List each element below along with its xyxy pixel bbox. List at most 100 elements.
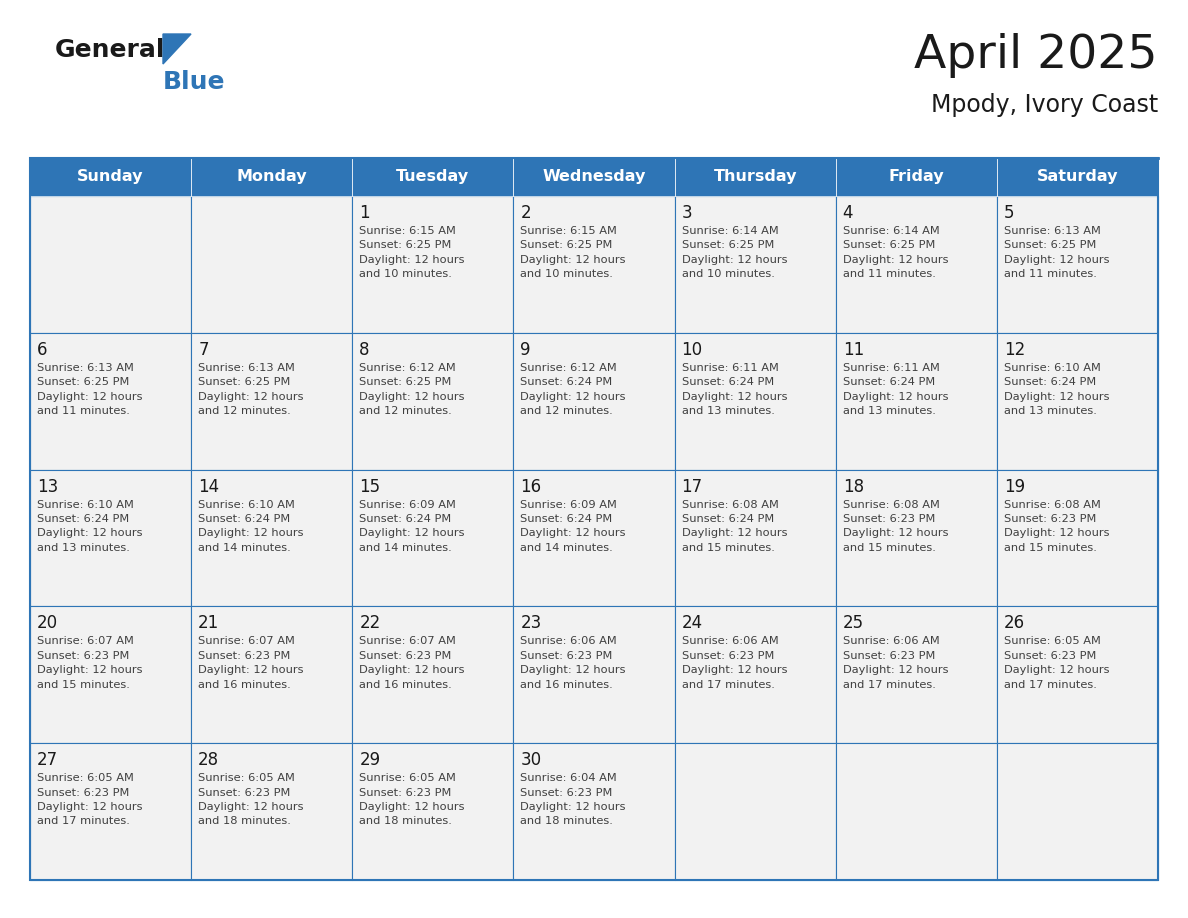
Text: Sunrise: 6:04 AM
Sunset: 6:23 PM
Daylight: 12 hours
and 18 minutes.: Sunrise: 6:04 AM Sunset: 6:23 PM Dayligh… (520, 773, 626, 826)
Text: 28: 28 (198, 751, 220, 769)
Text: Sunrise: 6:05 AM
Sunset: 6:23 PM
Daylight: 12 hours
and 18 minutes.: Sunrise: 6:05 AM Sunset: 6:23 PM Dayligh… (198, 773, 304, 826)
Text: Sunrise: 6:14 AM
Sunset: 6:25 PM
Daylight: 12 hours
and 10 minutes.: Sunrise: 6:14 AM Sunset: 6:25 PM Dayligh… (682, 226, 788, 279)
Bar (30, 470, 191, 607)
Text: Sunrise: 6:11 AM
Sunset: 6:24 PM
Daylight: 12 hours
and 13 minutes.: Sunrise: 6:11 AM Sunset: 6:24 PM Dayligh… (842, 363, 948, 416)
Text: General: General (55, 38, 165, 62)
Bar (353, 196, 513, 333)
Text: Wednesday: Wednesday (542, 170, 646, 185)
Bar (513, 607, 675, 744)
Bar (675, 470, 835, 607)
Text: 2: 2 (520, 204, 531, 222)
Bar (191, 470, 353, 607)
Bar (835, 607, 997, 744)
Text: Sunrise: 6:15 AM
Sunset: 6:25 PM
Daylight: 12 hours
and 10 minutes.: Sunrise: 6:15 AM Sunset: 6:25 PM Dayligh… (520, 226, 626, 279)
Text: Sunrise: 6:13 AM
Sunset: 6:25 PM
Daylight: 12 hours
and 11 minutes.: Sunrise: 6:13 AM Sunset: 6:25 PM Dayligh… (1004, 226, 1110, 279)
Bar (191, 744, 353, 880)
Text: 19: 19 (1004, 477, 1025, 496)
Bar (997, 470, 1158, 607)
Text: 30: 30 (520, 751, 542, 769)
Text: 9: 9 (520, 341, 531, 359)
Bar (513, 744, 675, 880)
Text: 7: 7 (198, 341, 209, 359)
Text: 22: 22 (359, 614, 380, 633)
Bar (353, 333, 513, 470)
Bar (835, 333, 997, 470)
Text: Sunrise: 6:07 AM
Sunset: 6:23 PM
Daylight: 12 hours
and 16 minutes.: Sunrise: 6:07 AM Sunset: 6:23 PM Dayligh… (198, 636, 304, 689)
Text: Sunrise: 6:11 AM
Sunset: 6:24 PM
Daylight: 12 hours
and 13 minutes.: Sunrise: 6:11 AM Sunset: 6:24 PM Dayligh… (682, 363, 788, 416)
Text: Sunrise: 6:06 AM
Sunset: 6:23 PM
Daylight: 12 hours
and 16 minutes.: Sunrise: 6:06 AM Sunset: 6:23 PM Dayligh… (520, 636, 626, 689)
Text: 3: 3 (682, 204, 693, 222)
Text: Blue: Blue (163, 70, 226, 94)
Text: Sunrise: 6:15 AM
Sunset: 6:25 PM
Daylight: 12 hours
and 10 minutes.: Sunrise: 6:15 AM Sunset: 6:25 PM Dayligh… (359, 226, 465, 279)
Text: Sunrise: 6:13 AM
Sunset: 6:25 PM
Daylight: 12 hours
and 12 minutes.: Sunrise: 6:13 AM Sunset: 6:25 PM Dayligh… (198, 363, 304, 416)
Text: Sunrise: 6:05 AM
Sunset: 6:23 PM
Daylight: 12 hours
and 17 minutes.: Sunrise: 6:05 AM Sunset: 6:23 PM Dayligh… (1004, 636, 1110, 689)
Bar (191, 196, 353, 333)
Text: Sunrise: 6:05 AM
Sunset: 6:23 PM
Daylight: 12 hours
and 17 minutes.: Sunrise: 6:05 AM Sunset: 6:23 PM Dayligh… (37, 773, 143, 826)
Text: Monday: Monday (236, 170, 307, 185)
Text: Sunrise: 6:10 AM
Sunset: 6:24 PM
Daylight: 12 hours
and 13 minutes.: Sunrise: 6:10 AM Sunset: 6:24 PM Dayligh… (1004, 363, 1110, 416)
Bar (30, 607, 191, 744)
Bar (513, 470, 675, 607)
Text: 6: 6 (37, 341, 48, 359)
Text: 16: 16 (520, 477, 542, 496)
Text: Mpody, Ivory Coast: Mpody, Ivory Coast (930, 93, 1158, 117)
Text: Tuesday: Tuesday (397, 170, 469, 185)
Text: Sunrise: 6:10 AM
Sunset: 6:24 PM
Daylight: 12 hours
and 13 minutes.: Sunrise: 6:10 AM Sunset: 6:24 PM Dayligh… (37, 499, 143, 553)
Bar (353, 607, 513, 744)
Text: 10: 10 (682, 341, 702, 359)
Bar (30, 158, 191, 196)
Text: 4: 4 (842, 204, 853, 222)
Text: Saturday: Saturday (1037, 170, 1118, 185)
Bar (835, 744, 997, 880)
Bar (997, 158, 1158, 196)
Text: Sunrise: 6:07 AM
Sunset: 6:23 PM
Daylight: 12 hours
and 16 minutes.: Sunrise: 6:07 AM Sunset: 6:23 PM Dayligh… (359, 636, 465, 689)
Text: Sunrise: 6:06 AM
Sunset: 6:23 PM
Daylight: 12 hours
and 17 minutes.: Sunrise: 6:06 AM Sunset: 6:23 PM Dayligh… (682, 636, 788, 689)
Text: 17: 17 (682, 477, 702, 496)
Bar (513, 196, 675, 333)
Text: Sunrise: 6:09 AM
Sunset: 6:24 PM
Daylight: 12 hours
and 14 minutes.: Sunrise: 6:09 AM Sunset: 6:24 PM Dayligh… (359, 499, 465, 553)
Bar (997, 607, 1158, 744)
Bar (835, 158, 997, 196)
Bar (675, 607, 835, 744)
Text: 27: 27 (37, 751, 58, 769)
Text: April 2025: April 2025 (915, 32, 1158, 77)
Bar (513, 158, 675, 196)
Text: 15: 15 (359, 477, 380, 496)
Text: 23: 23 (520, 614, 542, 633)
Bar (353, 470, 513, 607)
Text: Sunrise: 6:06 AM
Sunset: 6:23 PM
Daylight: 12 hours
and 17 minutes.: Sunrise: 6:06 AM Sunset: 6:23 PM Dayligh… (842, 636, 948, 689)
Bar (997, 196, 1158, 333)
Text: Sunday: Sunday (77, 170, 144, 185)
Text: 21: 21 (198, 614, 220, 633)
Bar (513, 333, 675, 470)
Bar (997, 744, 1158, 880)
Text: Friday: Friday (889, 170, 944, 185)
Bar (675, 196, 835, 333)
Bar (191, 158, 353, 196)
Text: Sunrise: 6:12 AM
Sunset: 6:25 PM
Daylight: 12 hours
and 12 minutes.: Sunrise: 6:12 AM Sunset: 6:25 PM Dayligh… (359, 363, 465, 416)
Bar (675, 744, 835, 880)
Text: 12: 12 (1004, 341, 1025, 359)
Text: 25: 25 (842, 614, 864, 633)
Text: 24: 24 (682, 614, 702, 633)
Text: Sunrise: 6:08 AM
Sunset: 6:24 PM
Daylight: 12 hours
and 15 minutes.: Sunrise: 6:08 AM Sunset: 6:24 PM Dayligh… (682, 499, 788, 553)
Bar (675, 158, 835, 196)
Bar (30, 744, 191, 880)
Text: Sunrise: 6:08 AM
Sunset: 6:23 PM
Daylight: 12 hours
and 15 minutes.: Sunrise: 6:08 AM Sunset: 6:23 PM Dayligh… (842, 499, 948, 553)
Text: 11: 11 (842, 341, 864, 359)
Text: 29: 29 (359, 751, 380, 769)
Bar (353, 158, 513, 196)
Text: Sunrise: 6:14 AM
Sunset: 6:25 PM
Daylight: 12 hours
and 11 minutes.: Sunrise: 6:14 AM Sunset: 6:25 PM Dayligh… (842, 226, 948, 279)
Text: 20: 20 (37, 614, 58, 633)
Text: 18: 18 (842, 477, 864, 496)
Text: Sunrise: 6:09 AM
Sunset: 6:24 PM
Daylight: 12 hours
and 14 minutes.: Sunrise: 6:09 AM Sunset: 6:24 PM Dayligh… (520, 499, 626, 553)
Text: Sunrise: 6:13 AM
Sunset: 6:25 PM
Daylight: 12 hours
and 11 minutes.: Sunrise: 6:13 AM Sunset: 6:25 PM Dayligh… (37, 363, 143, 416)
Text: 14: 14 (198, 477, 220, 496)
Text: 5: 5 (1004, 204, 1015, 222)
Text: Sunrise: 6:05 AM
Sunset: 6:23 PM
Daylight: 12 hours
and 18 minutes.: Sunrise: 6:05 AM Sunset: 6:23 PM Dayligh… (359, 773, 465, 826)
Bar (353, 744, 513, 880)
Polygon shape (163, 34, 191, 64)
Text: 1: 1 (359, 204, 369, 222)
Bar (191, 333, 353, 470)
Bar (675, 333, 835, 470)
